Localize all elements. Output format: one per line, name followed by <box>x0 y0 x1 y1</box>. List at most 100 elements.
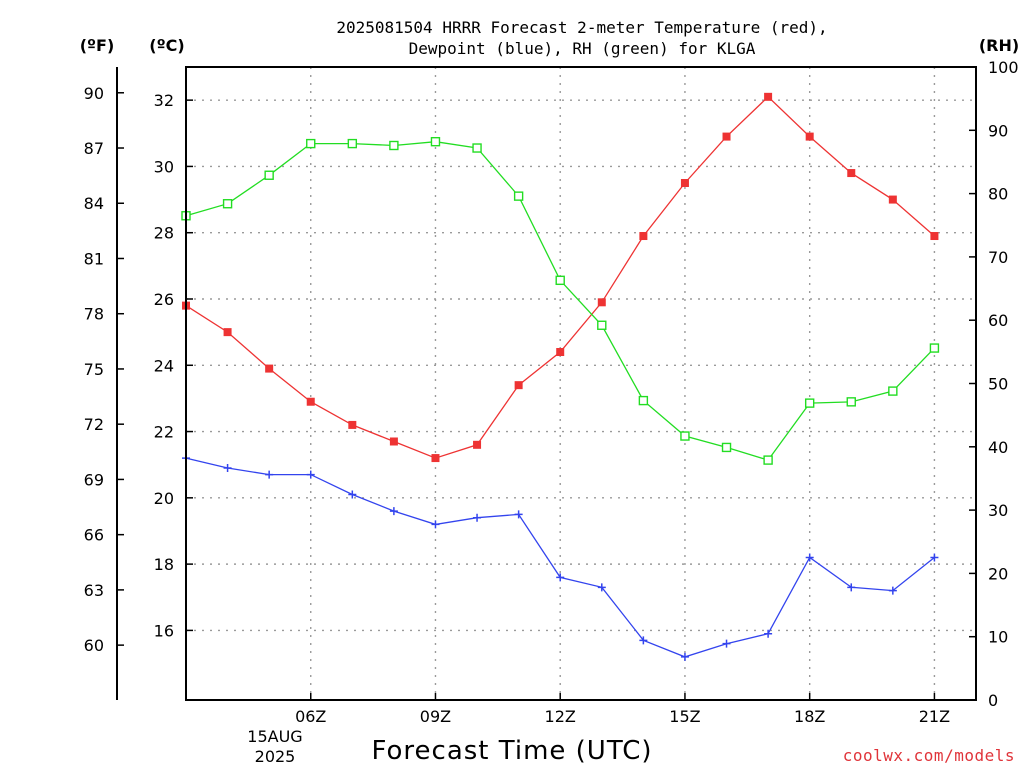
credit-label: coolwx.com/models <box>843 746 1015 765</box>
rh-point <box>264 170 274 180</box>
x-tick-label: 15Z <box>669 707 700 726</box>
rh-tick-label: 0 <box>988 691 998 710</box>
rh-point <box>804 398 815 408</box>
celsius-tick-label: 22 <box>154 423 174 442</box>
dewpoint-point <box>348 490 357 499</box>
celsius-tick-label: 32 <box>154 91 174 110</box>
rh-tick-label: 60 <box>988 311 1008 330</box>
temperature-point <box>473 440 482 449</box>
temperature-point <box>389 437 398 446</box>
rh-point <box>597 320 607 330</box>
fahrenheit-tick-label: 90 <box>84 84 104 103</box>
dewpoint-point <box>639 636 648 645</box>
dewpoint-point <box>888 586 897 595</box>
fahrenheit-tick-label: 81 <box>84 249 104 268</box>
x-axis-title: Forecast Time (UTC) <box>371 736 652 766</box>
rh-point <box>430 136 441 147</box>
temperature-point <box>764 92 773 101</box>
temperature-point <box>348 420 357 429</box>
rh-tick-label: 30 <box>988 501 1008 520</box>
rh-axis: 0 10 20 30 40 50 60 70 80 90 100 <box>969 58 1019 710</box>
temperature-point <box>722 132 731 141</box>
temperature-point <box>223 328 232 337</box>
rh-point <box>306 138 316 149</box>
fahrenheit-tick-label: 66 <box>84 526 104 545</box>
temperature-point <box>265 364 274 373</box>
temperature-series <box>182 92 939 463</box>
celsius-unit-label: (ºC) <box>149 36 184 55</box>
dewpoint-point <box>265 470 274 479</box>
rh-point <box>680 431 690 441</box>
data-series <box>181 92 940 661</box>
dewpoint-point <box>473 513 482 522</box>
dewpoint-series <box>182 454 939 661</box>
fahrenheit-tick-label: 60 <box>84 636 104 655</box>
fahrenheit-tick-label: 75 <box>84 360 104 379</box>
dewpoint-point <box>389 507 398 516</box>
temperature-point <box>306 397 315 406</box>
rh-point <box>389 140 399 151</box>
celsius-tick-label: 16 <box>154 621 174 640</box>
rh-point <box>846 397 856 407</box>
celsius-tick-label: 18 <box>154 555 174 574</box>
rh-tick-label: 70 <box>988 248 1008 267</box>
rh-point <box>222 199 233 209</box>
celsius-tick-label: 30 <box>154 157 174 176</box>
dewpoint-point <box>680 652 689 661</box>
x-axis: 06Z 09Z 12Z 15Z 18Z 21Z <box>295 693 950 726</box>
fahrenheit-tick-label: 78 <box>84 305 104 324</box>
celsius-tick-label: 26 <box>154 290 174 309</box>
celsius-tick-label: 20 <box>154 489 174 508</box>
grid-lines <box>186 67 976 700</box>
rh-point <box>472 143 482 153</box>
dewpoint-point <box>223 464 232 473</box>
dewpoint-point <box>597 583 606 592</box>
fahrenheit-axis: 60 63 66 69 72 75 78 81 84 87 90 <box>84 84 124 655</box>
x-tick-label: 18Z <box>794 707 825 726</box>
celsius-axis: 16 18 20 22 24 26 28 30 32 <box>154 91 193 640</box>
rh-unit-label: (RH) <box>979 36 1019 55</box>
dewpoint-point <box>722 639 731 648</box>
rh-point <box>763 455 773 465</box>
temperature-point <box>597 298 606 307</box>
fahrenheit-tick-label: 87 <box>84 139 104 158</box>
fahrenheit-unit-label: (ºF) <box>80 36 115 55</box>
dewpoint-point <box>764 629 773 638</box>
rh-point <box>888 386 898 396</box>
x-tick-label: 06Z <box>295 707 326 726</box>
dewpoint-point <box>514 510 523 519</box>
plot-frame <box>185 66 977 701</box>
temperature-point <box>930 232 939 241</box>
x-tick-label: 12Z <box>545 707 576 726</box>
temperature-point <box>680 178 689 187</box>
dewpoint-point <box>930 553 939 562</box>
rh-tick-label: 90 <box>988 121 1008 140</box>
temperature-point <box>888 195 897 204</box>
rh-point <box>721 442 732 453</box>
temperature-point <box>556 348 565 357</box>
temperature-point <box>639 232 648 241</box>
dewpoint-point <box>431 520 440 529</box>
chart-title-line-2: Dewpoint (blue), RH (green) for KLGA <box>409 39 756 58</box>
dewpoint-point <box>847 583 856 592</box>
temperature-point <box>514 381 523 390</box>
fahrenheit-tick-label: 84 <box>84 194 104 213</box>
fahrenheit-tick-label: 69 <box>84 470 104 489</box>
rh-tick-label: 100 <box>988 58 1019 77</box>
rh-tick-label: 50 <box>988 375 1008 394</box>
celsius-tick-label: 28 <box>154 224 174 243</box>
rh-point <box>638 395 649 406</box>
fahrenheit-tick-label: 72 <box>84 415 104 434</box>
rh-tick-label: 10 <box>988 628 1008 647</box>
rh-point <box>347 138 358 149</box>
temperature-point <box>847 169 856 178</box>
temperature-point <box>805 132 814 141</box>
dewpoint-point <box>306 470 315 479</box>
temperature-point <box>431 454 440 463</box>
x-tick-label: 09Z <box>420 707 451 726</box>
dewpoint-point <box>805 553 814 562</box>
rh-point <box>513 191 524 201</box>
date-label-year: 2025 <box>255 747 296 766</box>
rh-tick-label: 80 <box>988 185 1008 204</box>
